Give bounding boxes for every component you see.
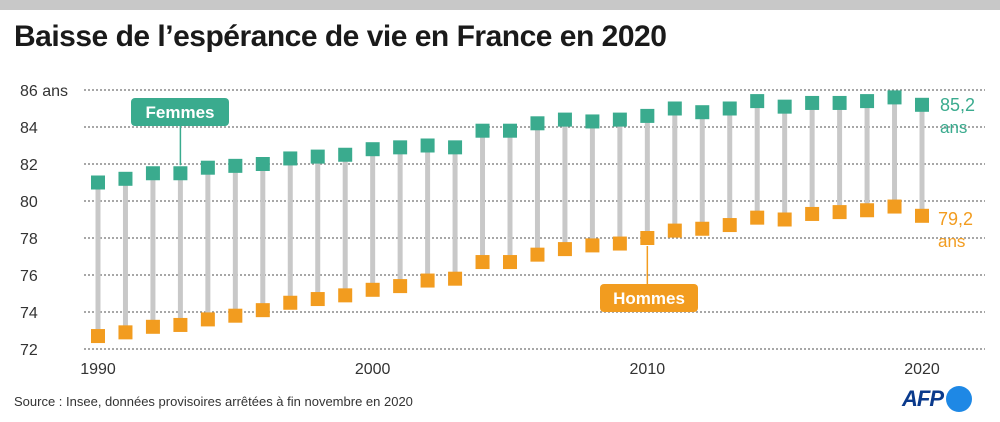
hommes-point-1996 [255, 303, 270, 318]
axis-labels: 72 74 76 78 80 82 84 86 ans 1990 2000 2010 2020 [20, 83, 940, 378]
femmes-point-2002 [420, 138, 435, 153]
x-tick-label-2010: 2010 [630, 361, 666, 378]
hommes-point-1993 [173, 317, 188, 332]
hommes-point-2000 [365, 282, 380, 297]
femmes-point-2013 [722, 101, 737, 116]
femmes-end-unit: ans [940, 118, 967, 137]
hommes-point-1990 [91, 329, 105, 344]
end-value-labels: 85,2 ans 79,2 ans [938, 95, 975, 251]
femmes-point-1992 [145, 166, 160, 181]
femmes-point-2014 [750, 94, 765, 109]
afp-logo-text: AFP [902, 386, 944, 411]
femmes-end-value: 85,2 [940, 95, 975, 115]
hommes-point-1992 [145, 319, 160, 334]
hommes-point-1997 [283, 295, 298, 310]
hommes-point-2018 [860, 203, 875, 218]
femmes-callout-box [131, 98, 229, 126]
hommes-point-1994 [200, 312, 215, 327]
hommes-point-2013 [722, 218, 737, 233]
hommes-point-2005 [503, 255, 517, 270]
hommes-callout-label: Hommes [613, 289, 685, 308]
hommes-point-1991 [118, 325, 133, 340]
femmes-point-2003 [448, 140, 463, 155]
y-tick-label-72: 72 [20, 342, 38, 359]
y-axis-unit-label: 86 ans [20, 83, 68, 100]
y-tick-label-80: 80 [20, 194, 38, 211]
hommes-callout-box [600, 284, 698, 312]
hommes-point-2001 [393, 279, 408, 294]
hommes-point-2016 [805, 206, 820, 221]
hommes-point-2019 [887, 199, 902, 214]
femmes-point-2006 [530, 116, 545, 131]
hommes-point-2014 [750, 210, 765, 225]
y-tick-label-76: 76 [20, 268, 38, 285]
femmes-point-2011 [667, 101, 682, 116]
source-note: Source : Insee, données provisoires arrê… [14, 394, 413, 409]
y-tick-label-84: 84 [20, 120, 38, 137]
femmes-point-2004 [475, 123, 490, 138]
hommes-point-2002 [420, 273, 435, 288]
afp-logo-dot [946, 386, 972, 412]
x-tick-label-2020: 2020 [904, 361, 940, 378]
femmes-point-2010 [640, 108, 655, 123]
femmes-point-1995 [228, 158, 243, 173]
femmes-point-2008 [585, 114, 600, 129]
x-tick-label-1990: 1990 [80, 361, 116, 378]
hommes-point-2010 [640, 231, 655, 245]
femmes-point-2000 [365, 142, 380, 157]
femmes-callout-label: Femmes [146, 103, 215, 122]
hommes-point-2006 [530, 247, 545, 262]
femmes-point-2015 [777, 99, 792, 114]
femmes-point-1993 [173, 166, 188, 181]
series-callouts: Femmes Hommes [131, 98, 698, 312]
femmes-point-2009 [612, 112, 627, 127]
femmes-point-2007 [557, 112, 572, 127]
femmes-point-2012 [695, 105, 710, 120]
hommes-point-2020 [915, 208, 929, 223]
femmes-point-2020 [915, 97, 929, 112]
top-decorative-bar [0, 0, 1000, 10]
hommes-point-1998 [310, 292, 325, 307]
femmes-point-1990 [91, 175, 105, 190]
femmes-point-2019 [887, 90, 902, 105]
femmes-point-1996 [255, 157, 270, 171]
femmes-point-2017 [832, 95, 847, 110]
hommes-point-1999 [338, 288, 353, 303]
y-tick-label-78: 78 [20, 231, 38, 248]
femmes-point-1998 [310, 149, 325, 164]
y-tick-label-74: 74 [20, 305, 38, 322]
femmes-point-1999 [338, 147, 353, 162]
hommes-point-2009 [612, 236, 627, 251]
afp-logo: AFP [902, 384, 972, 414]
hommes-point-2008 [585, 238, 600, 253]
hommes-point-1995 [228, 308, 243, 323]
hommes-point-2003 [448, 271, 463, 286]
x-tick-label-2000: 2000 [355, 361, 391, 378]
hommes-end-value: 79,2 [938, 209, 973, 229]
hommes-point-2011 [667, 223, 682, 238]
femmes-point-1997 [283, 151, 298, 166]
hommes-point-2015 [777, 212, 792, 227]
y-tick-label-82: 82 [20, 157, 38, 174]
femmes-point-2016 [805, 95, 820, 110]
range-stems [95, 97, 925, 337]
femmes-point-1991 [118, 171, 133, 186]
chart-title: Baisse de l’espérance de vie en France e… [14, 20, 667, 53]
data-points [91, 90, 929, 344]
hommes-point-2007 [557, 242, 572, 257]
hommes-end-unit: ans [938, 232, 965, 251]
hommes-point-2012 [695, 221, 710, 236]
femmes-point-2018 [860, 94, 875, 109]
hommes-point-2017 [832, 205, 847, 220]
femmes-point-2001 [393, 140, 408, 155]
femmes-point-2005 [503, 123, 517, 138]
femmes-point-1994 [200, 160, 215, 175]
hommes-point-2004 [475, 255, 490, 270]
